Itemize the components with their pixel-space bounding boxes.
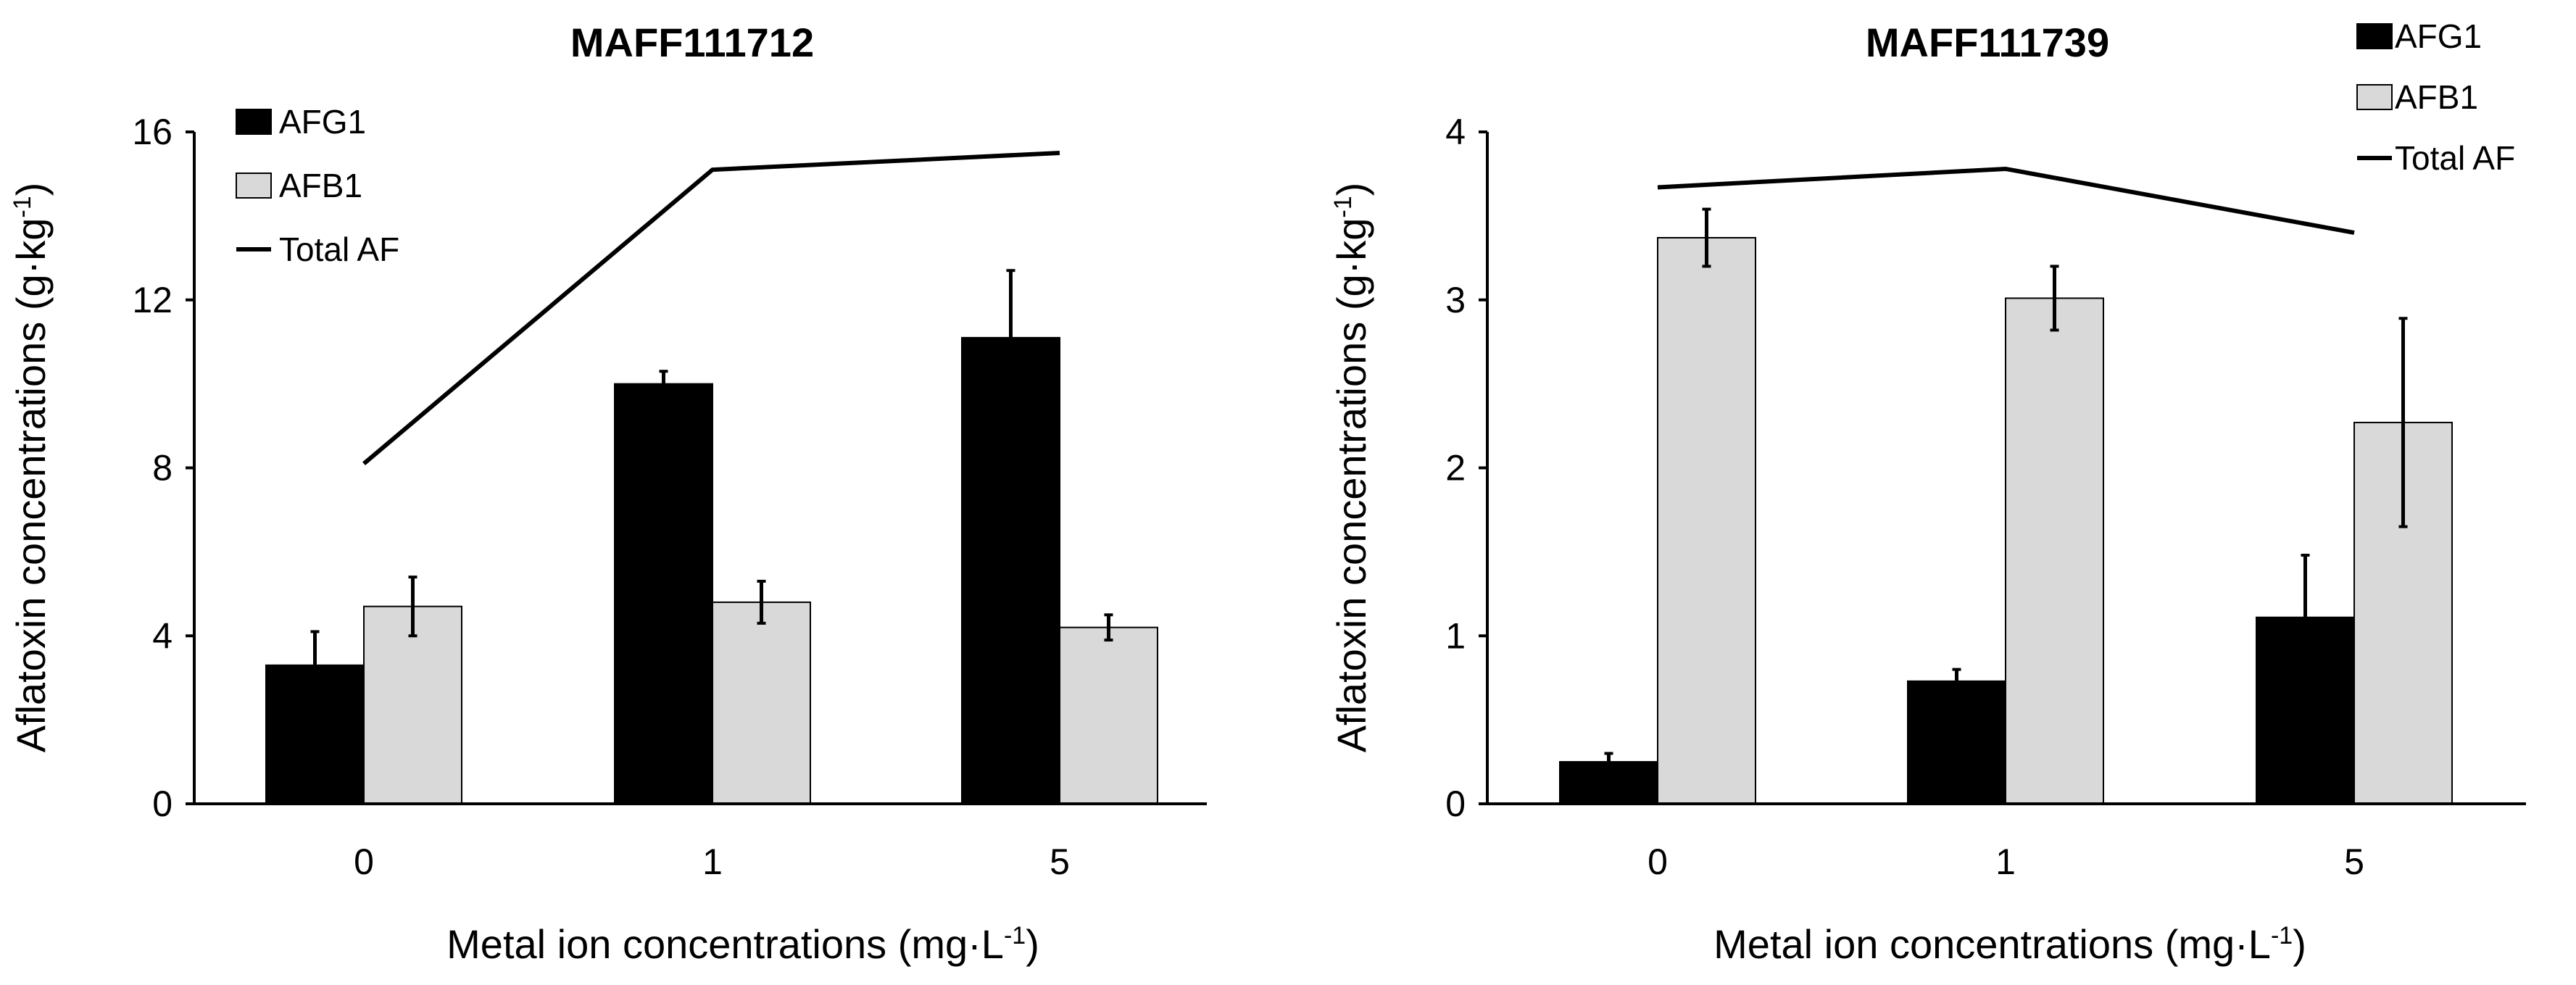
chart-title: MAFF111712 (570, 20, 814, 65)
chart-maff111739: MAFF111739 0 1 2 3 4 0 1 5 Aflatoxin concentratio… (1329, 17, 2526, 967)
chart-maff111712: MAFF111712 0 4 8 12 16 0 1 5 Aflatoxin concentrat… (8, 20, 1207, 967)
x-axis-label-end: ) (2293, 921, 2306, 967)
y-tick-label: 12 (132, 280, 173, 320)
y-tick-label: 4 (1445, 112, 1466, 152)
legend-label: AFB1 (2395, 78, 2478, 116)
afb1-bar (712, 601, 811, 805)
afb1-bar (363, 605, 462, 805)
afb1-bar (2005, 297, 2104, 805)
legend-swatch-afg1 (2356, 23, 2393, 49)
x-tick-label: 5 (2344, 841, 2364, 882)
x-tick-label: 5 (1050, 841, 1070, 882)
legend-label: Total AF (2395, 139, 2515, 177)
y-axis-label: Aflatoxin concentrations (g·kg-1) (1329, 183, 1374, 753)
x-axis-label-main: Metal ion concentrations (mg·L (446, 921, 1004, 967)
y-tick-label: 16 (132, 112, 173, 152)
legend-swatch-afb1 (2356, 84, 2393, 110)
legend: AFG1 AFB1 Total AF (236, 103, 399, 268)
y-tick-label: 4 (152, 615, 173, 656)
legend: AFG1 AFB1 Total AF (2356, 17, 2515, 177)
afg1-bar (614, 383, 713, 805)
y-tick-label: 0 (1445, 784, 1466, 824)
total-af-line (362, 150, 1060, 465)
afg1-bar (1907, 680, 2006, 805)
y-axis-label-sup: -1 (1329, 196, 1357, 217)
x-axis-label-end: ) (1026, 921, 1039, 967)
legend-label: AFG1 (2395, 17, 2482, 55)
x-axis-label: Metal ion concentrations (mg·L-1) (1713, 921, 2306, 967)
y-axis-label-main: Aflatoxin concentrations (g·kg (8, 218, 54, 753)
y-axis-label: Aflatoxin concentrations (g·kg-1) (8, 183, 54, 753)
y-axis-label-main: Aflatoxin concentrations (g·kg (1329, 218, 1374, 753)
afb1-bar (1657, 237, 1756, 805)
legend-label: AFB1 (279, 167, 362, 204)
x-axis-label-sup: -1 (2271, 922, 2293, 949)
afg1-bar (961, 336, 1060, 805)
x-axis-label: Metal ion concentrations (mg·L-1) (446, 921, 1039, 967)
x-axis-label-sup: -1 (1004, 922, 1026, 949)
legend-swatch-afg1 (236, 109, 272, 135)
legend-label: Total AF (279, 230, 399, 268)
y-axis-label-end: ) (1329, 183, 1374, 196)
y-tick-label: 1 (1445, 615, 1466, 656)
x-tick-label: 1 (1995, 841, 2016, 882)
x-axis-label-main: Metal ion concentrations (mg·L (1713, 921, 2271, 967)
legend-label: AFG1 (279, 103, 366, 141)
total-af-line (1657, 166, 2355, 236)
x-tick-label: 0 (1648, 841, 1668, 882)
legend-swatch-afb1 (236, 173, 272, 199)
chart-title: MAFF111739 (1866, 20, 2109, 65)
x-tick-label: 1 (702, 841, 723, 882)
y-tick-label: 2 (1445, 448, 1466, 489)
afb1-bar (1059, 626, 1158, 805)
y-tick-label: 3 (1445, 280, 1466, 320)
y-axis-label-end: ) (8, 183, 54, 196)
y-tick-label: 8 (152, 448, 173, 489)
y-axis-label-sup: -1 (9, 196, 36, 217)
y-tick-label: 0 (152, 784, 173, 824)
x-tick-label: 0 (354, 841, 374, 882)
